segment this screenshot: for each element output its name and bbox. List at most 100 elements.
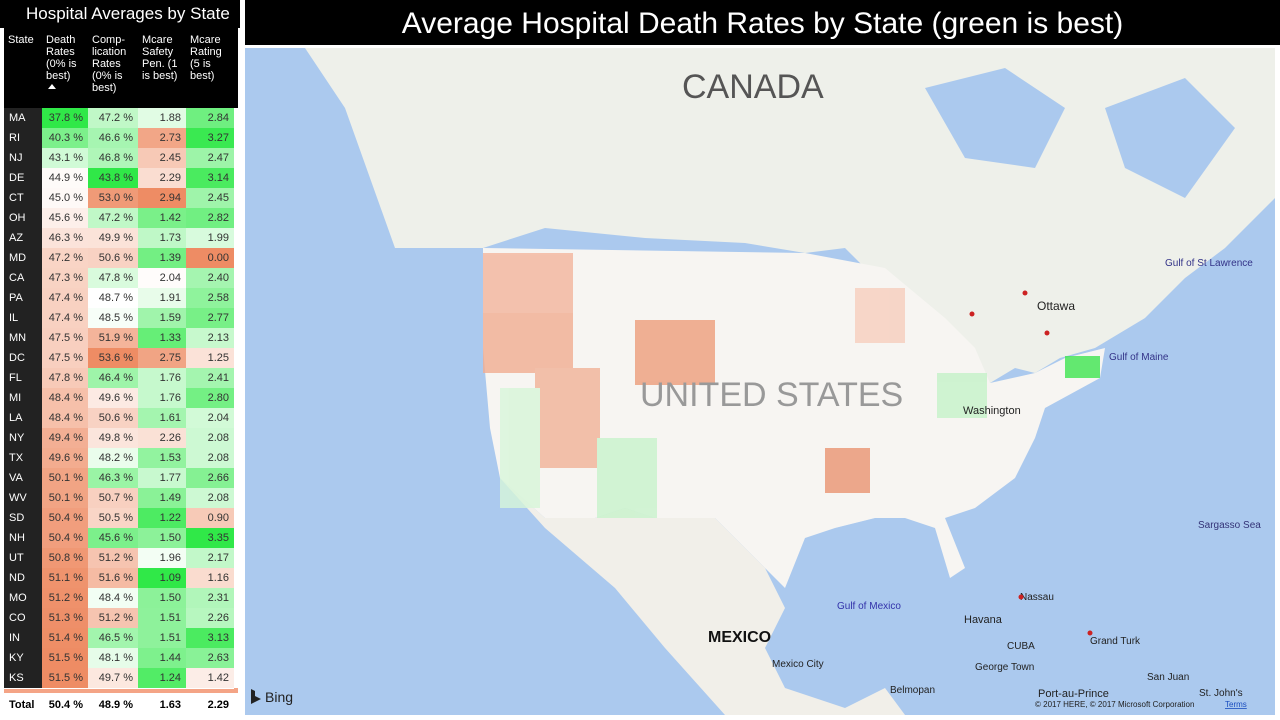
table-body: MA 37.8 % 47.2 % 1.88 2.84 RI 40.3 % 46.6 % 2.73… (4, 108, 238, 689)
cell: 45.0 % (42, 188, 88, 209)
state-cell: CO (4, 608, 42, 629)
state-cell: MI (4, 388, 42, 409)
table-row: KY 51.5 % 48.1 % 1.44 2.63 (4, 648, 238, 669)
state-cell: VA (4, 468, 42, 489)
cell: 50.6 % (88, 408, 138, 429)
table-row: UT 50.8 % 51.2 % 1.96 2.17 (4, 548, 238, 569)
table-row: FL 47.8 % 46.4 % 1.76 2.41 (4, 368, 238, 389)
table-row: CA 47.3 % 47.8 % 2.04 2.40 (4, 268, 238, 289)
cell: 2.77 (186, 308, 234, 329)
table-title: Hospital Averages by State (0, 0, 240, 28)
table-row: IN 51.4 % 46.5 % 1.51 3.13 (4, 628, 238, 649)
state-cell: WV (4, 488, 42, 509)
table-row: MO 51.2 % 48.4 % 1.50 2.31 (4, 588, 238, 609)
state-cell: OH (4, 208, 42, 229)
column-header[interactable]: Mcare Rating (5 is best) (190, 34, 222, 82)
cell: 1.61 (138, 408, 186, 429)
state-cell: MN (4, 328, 42, 349)
sort-arrow (48, 84, 56, 89)
table-row: DE 44.9 % 43.8 % 2.29 3.14 (4, 168, 238, 189)
cell: 1.09 (138, 568, 186, 589)
cell: 1.76 (138, 368, 186, 389)
cell: 51.4 % (42, 628, 88, 649)
table-row: LA 48.4 % 50.6 % 1.61 2.04 (4, 408, 238, 429)
map[interactable]: CANADA UNITED STATES MEXICO Ottawa Washingto… (245, 48, 1275, 715)
cell: 3.35 (186, 528, 234, 549)
cell: 2.80 (186, 388, 234, 409)
table-row: IL 47.4 % 48.5 % 1.59 2.77 (4, 308, 238, 329)
cell: 53.6 % (88, 348, 138, 369)
cell: 2.73 (138, 128, 186, 149)
table-row: DC 47.5 % 53.6 % 2.75 1.25 (4, 348, 238, 369)
cell: 40.3 % (42, 128, 88, 149)
map-terms[interactable]: Terms (1225, 700, 1247, 709)
table-row: Total 50.4 % 48.9 % 1.63 2.29 (4, 695, 238, 716)
map-label: Sargasso Sea (1198, 520, 1261, 531)
table-row: KS 51.5 % 49.7 % 1.24 1.42 (4, 668, 238, 689)
city-dot (1087, 630, 1093, 636)
table-row: CO 51.3 % 51.2 % 1.51 2.26 (4, 608, 238, 629)
cell: 1.50 (138, 588, 186, 609)
cell: 1.77 (138, 468, 186, 489)
table: State Death Rates (0% is best) Comp-licati… (4, 28, 238, 693)
cell: 47.4 % (42, 288, 88, 309)
state-shading (483, 253, 1100, 518)
bing-logo (251, 689, 261, 704)
map-label: Port-au-Prince (1038, 688, 1109, 700)
cell: 1.99 (186, 228, 234, 249)
column-header[interactable]: State (8, 34, 34, 46)
column-header[interactable]: Mcare Safety Pen. (1 is best) (142, 34, 178, 82)
cell: 51.9 % (88, 328, 138, 349)
table-row: SD 50.4 % 50.5 % 1.22 0.90 (4, 508, 238, 529)
cell: 47.5 % (42, 328, 88, 349)
state-cell: IN (4, 628, 42, 649)
state-cell: PA (4, 288, 42, 309)
cell: 43.8 % (88, 168, 138, 189)
cell: 53.0 % (88, 188, 138, 209)
cell: 37.8 % (42, 108, 88, 129)
cell: 1.88 (138, 108, 186, 129)
cell: 2.63 (186, 648, 234, 669)
total-cell: Total (4, 695, 42, 716)
cell: 51.3 % (42, 608, 88, 629)
state-cell: LA (4, 408, 42, 429)
map-label: Gulf of Maine (1109, 352, 1169, 363)
cell: 46.3 % (88, 468, 138, 489)
state-cell: SD (4, 508, 42, 529)
cell: 1.44 (138, 648, 186, 669)
cell: 50.5 % (88, 508, 138, 529)
cell: 46.3 % (42, 228, 88, 249)
cell: 2.82 (186, 208, 234, 229)
cell: 49.9 % (88, 228, 138, 249)
partial-row (4, 688, 238, 693)
table-row: VA 50.1 % 46.3 % 1.77 2.66 (4, 468, 238, 489)
cell: 47.3 % (42, 268, 88, 289)
cell: 47.2 % (88, 108, 138, 129)
map-copyright: © 2017 HERE, © 2017 Microsoft Corporatio… (1035, 700, 1194, 709)
table-row: WV 50.1 % 50.7 % 1.49 2.08 (4, 488, 238, 509)
state-cell: ND (4, 568, 42, 589)
cell: 1.50 (138, 528, 186, 549)
map-label: UNITED STATES (640, 376, 903, 414)
column-header[interactable]: Comp-lication Rates (0% is best) (92, 34, 127, 94)
cell: 43.1 % (42, 148, 88, 169)
table-row: PA 47.4 % 48.7 % 1.91 2.58 (4, 288, 238, 309)
city-dot (1044, 330, 1050, 336)
hudson-bay (925, 68, 1235, 198)
state-cell: NY (4, 428, 42, 449)
map-label: George Town (975, 662, 1034, 673)
cell: 3.13 (186, 628, 234, 649)
cell: 2.08 (186, 448, 234, 469)
state-cell: UT (4, 548, 42, 569)
state-cell: NJ (4, 148, 42, 169)
map-label: CUBA (1007, 641, 1035, 652)
cell: 49.8 % (88, 428, 138, 449)
table-header[interactable]: State Death Rates (0% is best) Comp-licati… (4, 28, 238, 108)
column-header[interactable]: Death Rates (0% is best) (42, 28, 88, 108)
cell: 46.4 % (88, 368, 138, 389)
cell: 2.04 (186, 408, 234, 429)
table-row: MN 47.5 % 51.9 % 1.33 2.13 (4, 328, 238, 349)
table-row: MI 48.4 % 49.6 % 1.76 2.80 (4, 388, 238, 409)
map-label: Ottawa (1037, 299, 1075, 313)
cell: 49.6 % (42, 448, 88, 469)
